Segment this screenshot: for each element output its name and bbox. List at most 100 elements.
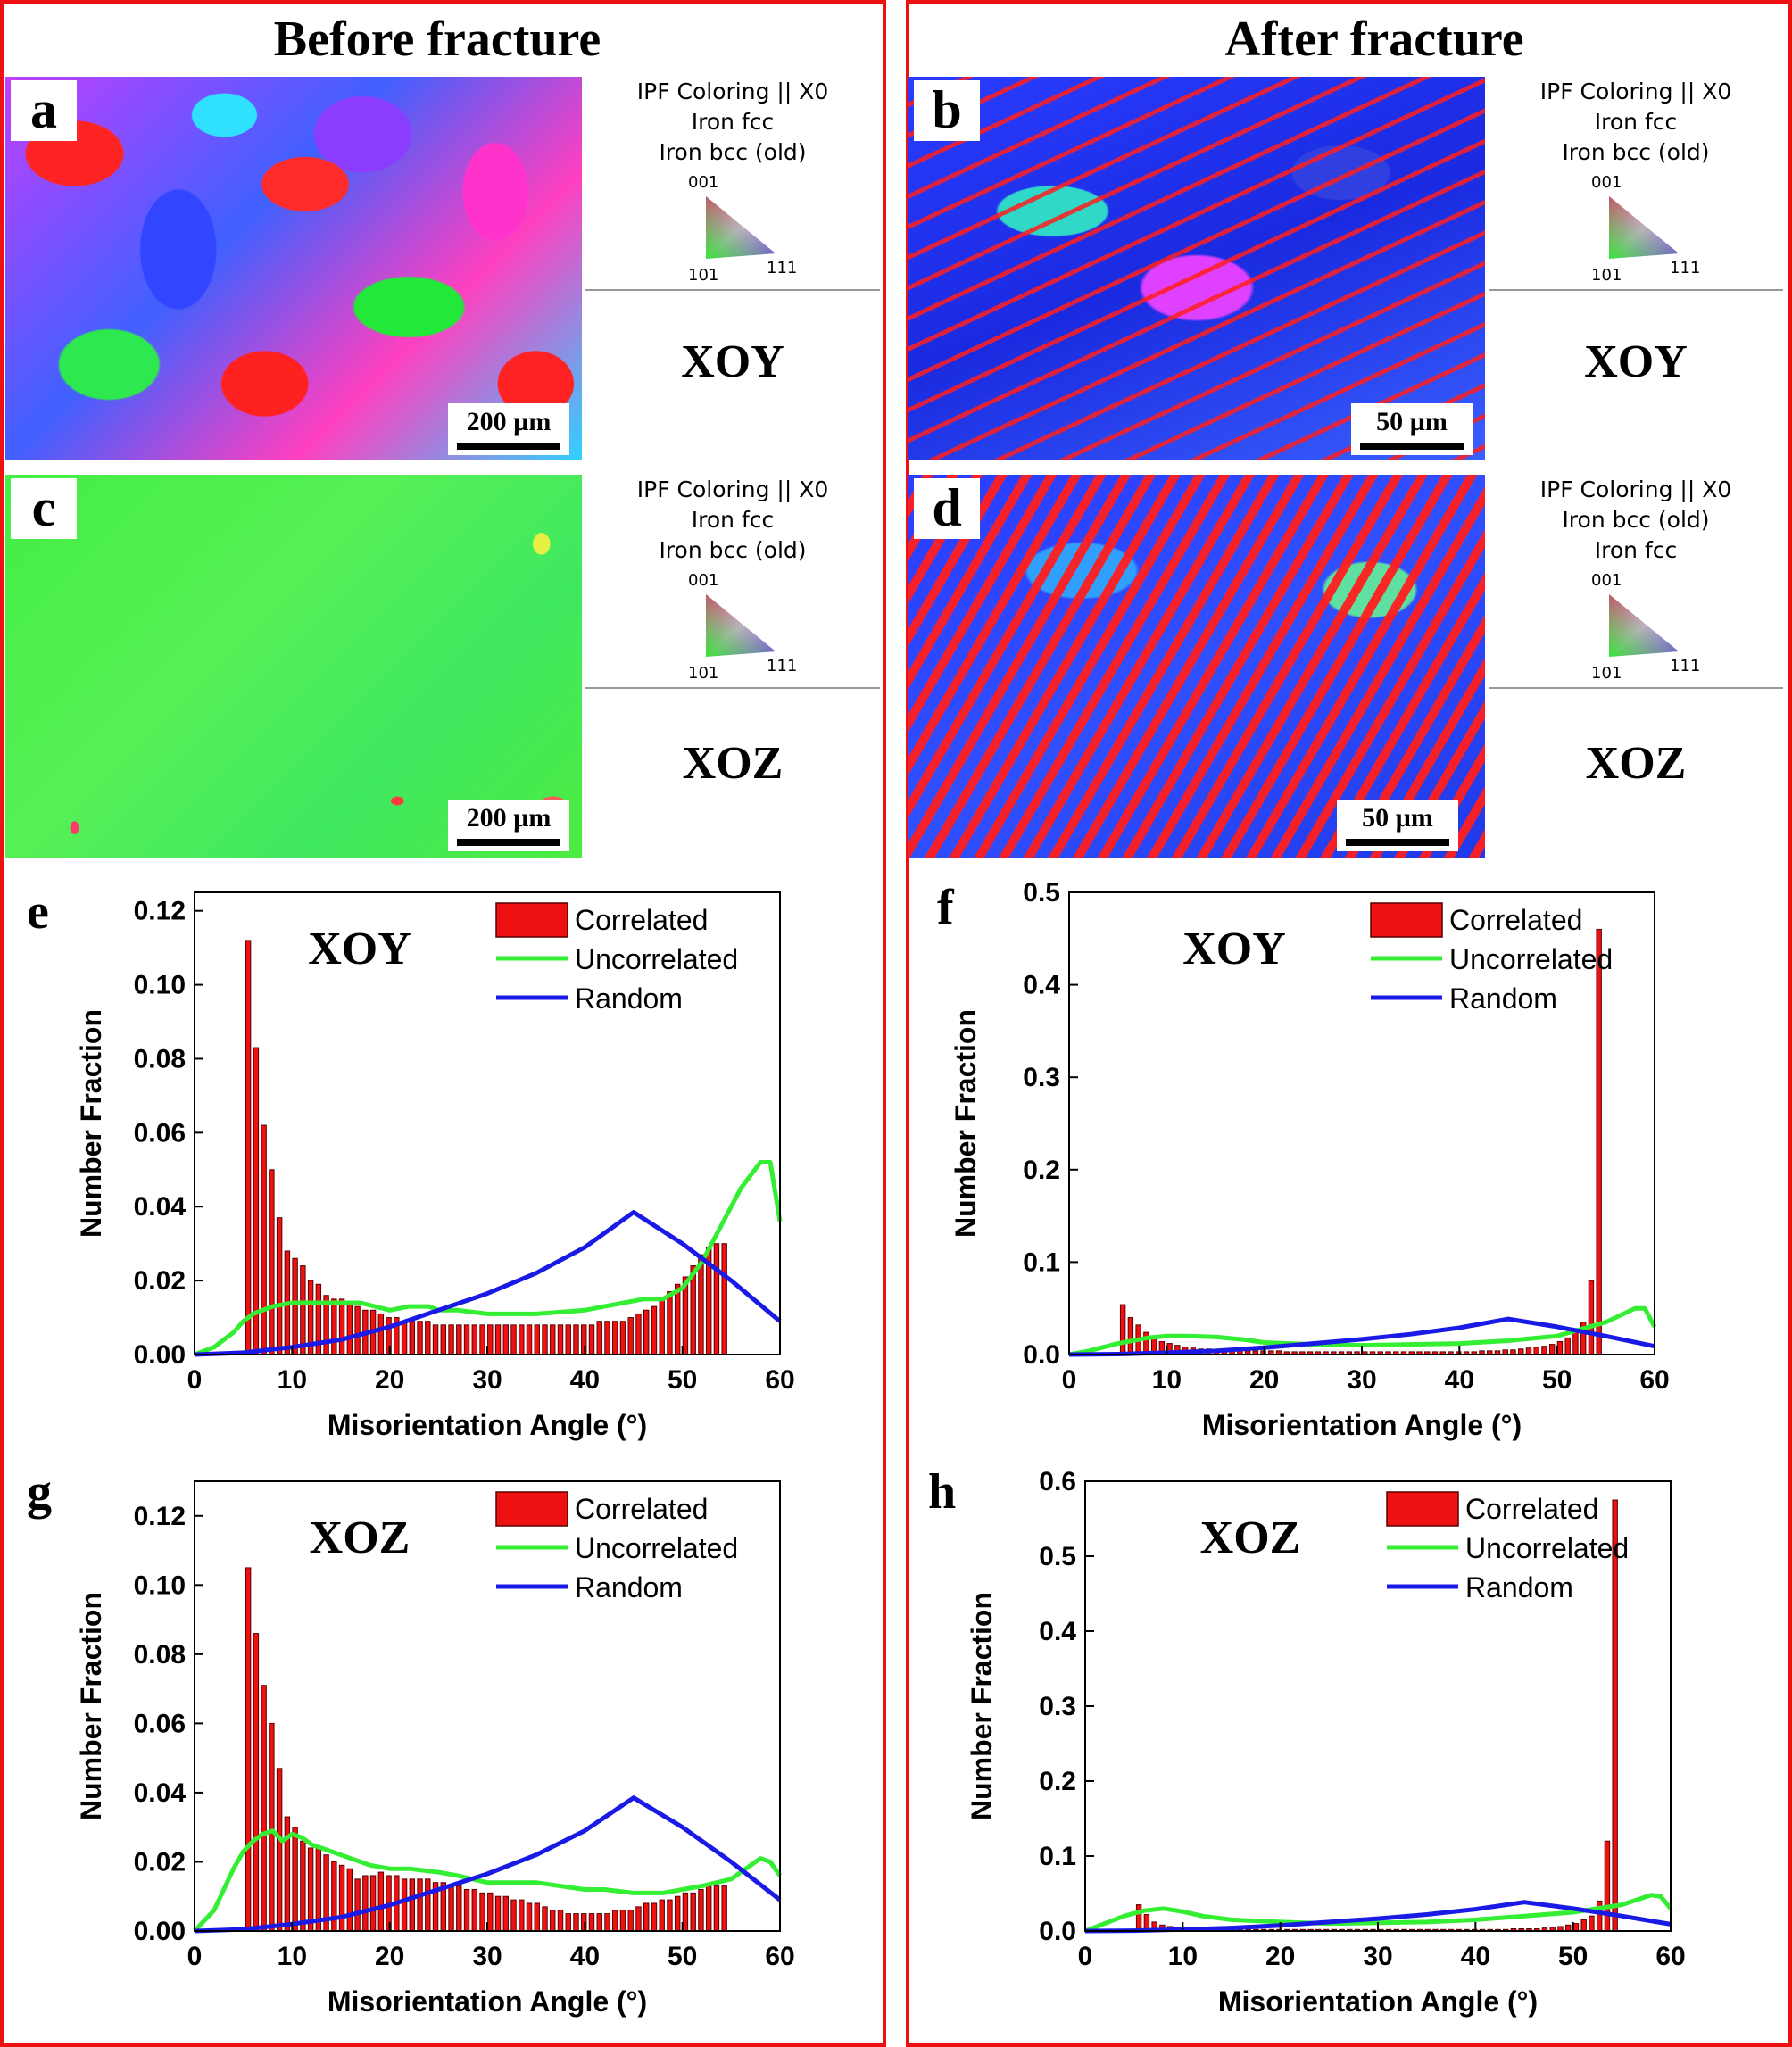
correlated-bar <box>619 1910 626 1932</box>
legend-separator <box>1489 687 1783 689</box>
correlated-bar <box>690 1892 696 1932</box>
scale-bar-label: 50 µm <box>1376 407 1448 436</box>
correlated-bar <box>612 1910 618 1932</box>
correlated-bar <box>362 1875 369 1932</box>
scale-bar-line <box>1360 443 1464 450</box>
legend-label: Random <box>575 982 683 1015</box>
y-tick-label: 0.06 <box>134 1118 186 1148</box>
legend-label: Random <box>1449 982 1557 1015</box>
correlated-bar <box>1127 1317 1134 1355</box>
x-tick-label: 50 <box>1558 1942 1588 1971</box>
x-tick-label: 0 <box>187 1942 203 1971</box>
panel-letter-a: a <box>11 80 77 141</box>
chart-f: 0 10 20 30 40 50 60 0.0 0.1 0.2 0.3 0.4 0.5 Misorient… <box>950 878 1670 1441</box>
panel-letter-e: e <box>27 884 49 940</box>
correlated-bar <box>261 1124 267 1355</box>
panel-letter-b: b <box>914 80 980 141</box>
legend-label: Correlated <box>1465 1493 1598 1525</box>
x-tick-label: 0 <box>187 1365 203 1395</box>
correlated-bar <box>534 1902 540 1932</box>
panel-letter-h: h <box>928 1464 957 1520</box>
x-tick-label: 20 <box>375 1942 404 1971</box>
correlated-bar <box>245 1567 252 1932</box>
correlated-bar <box>604 1321 610 1355</box>
y-tick-label: 0.1 <box>1039 1842 1076 1871</box>
y-tick-label: 0.00 <box>134 1917 186 1946</box>
correlated-bar <box>261 1685 267 1932</box>
left-column-title: Before fracture <box>273 12 601 67</box>
y-tick-label: 0.3 <box>1023 1063 1060 1092</box>
chart-g: 0 10 20 30 40 50 60 0.00 0.02 0.04 0.06 0.08 0.10 0.1… <box>75 1480 795 2018</box>
correlated-bar <box>425 1878 431 1932</box>
correlated-bar <box>713 1885 720 1932</box>
ipf-label-111: 111 <box>767 259 797 278</box>
correlated-bar <box>1604 1840 1611 1932</box>
y-tick-label: 0.0 <box>1023 1340 1060 1370</box>
correlated-bar <box>1135 1904 1142 1932</box>
correlated-bar <box>292 1827 298 1932</box>
legend-line-1: IPF Coloring || X0 <box>1539 79 1732 104</box>
chart-e: 0 10 20 30 40 50 60 0.00 0.02 0.04 0.06 0.08 0.10 0.1… <box>75 891 795 1441</box>
y-tick-label: 0.02 <box>134 1847 186 1877</box>
correlated-bar <box>463 1888 470 1932</box>
correlated-bar <box>1588 1280 1595 1355</box>
legend-separator <box>585 687 880 689</box>
legend-label: Uncorrelated <box>1465 1532 1629 1564</box>
x-tick-label: 50 <box>668 1365 697 1395</box>
x-axis-label: Misorientation Angle (°) <box>328 1985 647 2018</box>
legend-swatch-correlated <box>1370 902 1443 938</box>
ipf-label-101: 101 <box>1591 266 1622 284</box>
y-tick-label: 0.10 <box>134 971 186 1000</box>
panel-letter-f: f <box>937 880 954 935</box>
y-tick-label: 0.12 <box>134 897 186 926</box>
ipf-triangle-icon: 001 101 111 <box>688 571 797 682</box>
correlated-bar <box>417 1321 423 1355</box>
correlated-bar <box>627 1910 634 1932</box>
ipf-label-111: 111 <box>767 657 797 675</box>
x-axis-label: Misorientation Angle (°) <box>328 1409 647 1441</box>
chart-title: XOZ <box>310 1512 411 1563</box>
correlated-bar <box>596 1913 602 1932</box>
uncorrelated-line <box>194 1160 783 1357</box>
correlated-bar <box>698 1254 704 1355</box>
x-tick-label: 40 <box>570 1365 600 1395</box>
correlated-bar <box>588 1913 595 1932</box>
y-tick-label: 0.2 <box>1023 1156 1060 1185</box>
correlated-bar <box>721 1885 727 1932</box>
x-tick-label: 10 <box>1168 1942 1198 1971</box>
correlated-bar <box>698 1888 704 1932</box>
correlated-bar <box>1589 1915 1595 1932</box>
x-tick-label: 10 <box>1152 1365 1182 1395</box>
legend-swatch-correlated <box>1386 1491 1459 1527</box>
x-tick-label: 0 <box>1062 1365 1077 1395</box>
correlated-bar <box>448 1324 454 1355</box>
legend-label: Correlated <box>575 1493 708 1525</box>
right-panel-frame <box>906 0 1792 2047</box>
legend-line-2: Iron bcc (old) <box>1562 507 1710 533</box>
correlated-bar <box>534 1324 540 1355</box>
legend-line-2: Iron fcc <box>691 507 775 533</box>
x-tick-label: 30 <box>1347 1365 1376 1395</box>
plane-label: XOY <box>681 336 784 387</box>
correlated-bar <box>667 1291 673 1355</box>
x-tick-label: 40 <box>1461 1942 1490 1971</box>
x-tick-label: 60 <box>765 1942 794 1971</box>
chart-title: XOY <box>308 924 411 974</box>
y-tick-label: 0.02 <box>134 1266 186 1296</box>
correlated-bar <box>307 1847 314 1932</box>
correlated-bar <box>417 1878 423 1932</box>
legend-line-2: Iron fcc <box>691 109 775 135</box>
scale-bar-label: 200 µm <box>466 407 552 436</box>
correlated-bar <box>253 1047 260 1355</box>
y-tick-label: 0.00 <box>134 1340 186 1370</box>
y-tick-label: 0.04 <box>134 1192 187 1222</box>
y-tick-label: 0.06 <box>134 1709 186 1738</box>
correlated-bar <box>1572 1330 1579 1355</box>
plane-label: XOZ <box>1585 738 1687 789</box>
y-tick-label: 0.4 <box>1023 971 1060 1000</box>
ipf-triangle-icon: 001 101 111 <box>1591 571 1700 682</box>
y-axis-label: Number Fraction <box>950 1009 982 1238</box>
x-tick-label: 0 <box>1078 1942 1093 1971</box>
ebsd-map-b <box>908 77 1485 460</box>
